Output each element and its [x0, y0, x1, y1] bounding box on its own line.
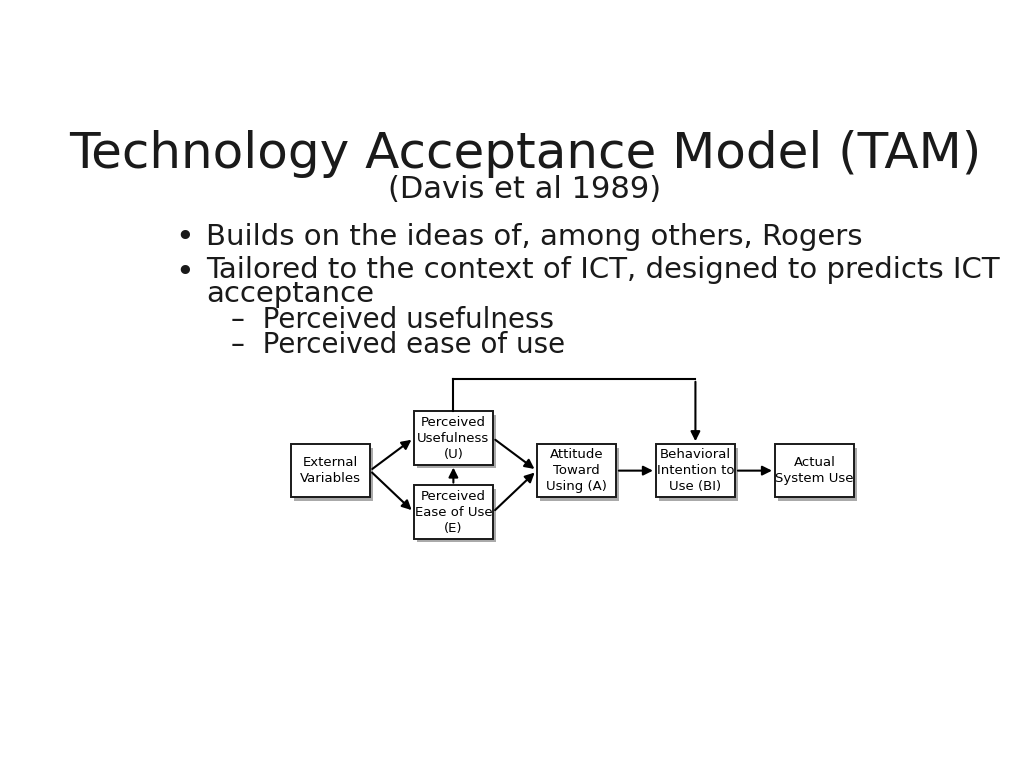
- Text: Builds on the ideas of, among others, Rogers: Builds on the ideas of, among others, Ro…: [206, 223, 862, 251]
- Text: –  Perceived ease of use: – Perceived ease of use: [231, 331, 565, 359]
- Text: External
Variables: External Variables: [300, 456, 360, 485]
- Text: Perceived
Ease of Use
(E): Perceived Ease of Use (E): [415, 489, 493, 535]
- FancyBboxPatch shape: [655, 444, 735, 497]
- FancyBboxPatch shape: [414, 412, 494, 465]
- FancyBboxPatch shape: [537, 444, 616, 497]
- FancyBboxPatch shape: [414, 485, 494, 538]
- Text: Perceived
Usefulness
(U): Perceived Usefulness (U): [417, 415, 489, 461]
- Text: (Davis et al 1989): (Davis et al 1989): [388, 175, 662, 204]
- FancyBboxPatch shape: [417, 415, 497, 468]
- Text: Tailored to the context of ICT, designed to predicts ICT: Tailored to the context of ICT, designed…: [206, 256, 999, 283]
- Text: •: •: [176, 257, 195, 288]
- Text: Behavioral
Intention to
Use (BI): Behavioral Intention to Use (BI): [656, 449, 734, 493]
- FancyBboxPatch shape: [778, 448, 857, 501]
- FancyBboxPatch shape: [291, 444, 370, 497]
- Text: acceptance: acceptance: [206, 280, 374, 309]
- FancyBboxPatch shape: [294, 448, 373, 501]
- FancyBboxPatch shape: [417, 489, 497, 542]
- Text: •: •: [176, 221, 195, 253]
- FancyBboxPatch shape: [540, 448, 620, 501]
- Text: Technology Acceptance Model (TAM): Technology Acceptance Model (TAM): [69, 131, 981, 178]
- Text: –  Perceived usefulness: – Perceived usefulness: [231, 306, 554, 334]
- Text: Actual
System Use: Actual System Use: [775, 456, 854, 485]
- FancyBboxPatch shape: [658, 448, 738, 501]
- FancyBboxPatch shape: [775, 444, 854, 497]
- Text: Attitude
Toward
Using (A): Attitude Toward Using (A): [546, 449, 607, 493]
